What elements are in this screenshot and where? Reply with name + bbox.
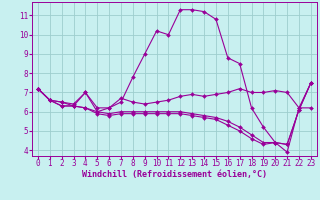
- X-axis label: Windchill (Refroidissement éolien,°C): Windchill (Refroidissement éolien,°C): [82, 170, 267, 179]
